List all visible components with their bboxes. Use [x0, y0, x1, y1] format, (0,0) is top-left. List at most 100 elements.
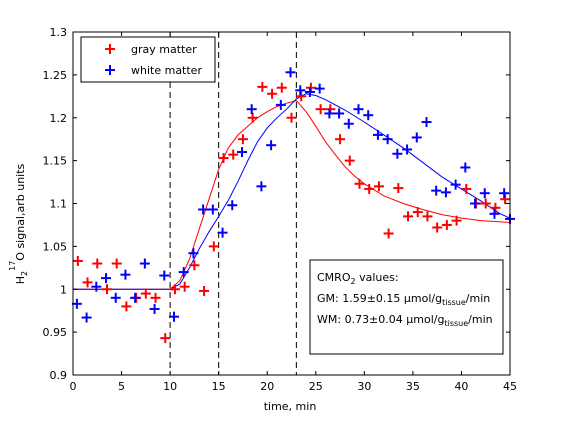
data-point-s0-10 [169, 284, 180, 295]
legend-marker-white [105, 65, 115, 75]
data-point-s0-1 [82, 277, 93, 288]
data-point-s1-23 [295, 85, 306, 96]
data-point-s0-32 [383, 228, 394, 239]
data-point-s1-38 [440, 187, 451, 198]
data-point-s1-1 [81, 312, 92, 323]
data-point-s0-13 [199, 285, 210, 296]
data-point-s1-6 [130, 292, 141, 303]
data-point-s1-21 [275, 99, 286, 110]
data-point-s1-20 [266, 140, 277, 151]
data-point-s1-10 [168, 311, 179, 322]
data-point-s1-42 [479, 188, 490, 199]
data-point-s0-17 [237, 134, 248, 145]
data-point-s1-26 [324, 108, 335, 119]
data-point-s1-15 [217, 227, 228, 238]
x-tick-label-8: 40 [454, 380, 468, 393]
x-tick-label-5: 25 [309, 380, 323, 393]
data-point-s1-11 [178, 267, 189, 278]
data-point-s0-5 [121, 301, 132, 312]
data-point-s1-19 [256, 181, 267, 192]
y-tick-label-8: 1.3 [50, 26, 68, 39]
data-point-s1-0 [71, 298, 82, 309]
data-point-s0-33 [393, 183, 404, 194]
x-tick-label-3: 15 [212, 380, 226, 393]
y-axis-label-post: O signal,arb units [14, 163, 27, 260]
data-point-s1-5 [120, 269, 131, 280]
data-point-s1-16 [227, 200, 238, 211]
y-tick-label-6: 1.2 [50, 112, 68, 125]
y-tick-label-4: 1.1 [50, 198, 68, 211]
data-point-s1-33 [392, 148, 403, 159]
legend: gray matter white matter [80, 36, 216, 83]
data-point-s0-9 [160, 333, 171, 344]
data-point-s0-2 [92, 258, 103, 269]
x-tick-label-0: 0 [70, 380, 77, 393]
data-point-s1-14 [207, 204, 218, 215]
data-point-s1-28 [343, 118, 354, 129]
data-point-s0-34 [403, 211, 414, 222]
data-point-s1-41 [470, 198, 481, 209]
data-point-s0-27 [335, 134, 346, 145]
data-point-s0-12 [189, 260, 200, 271]
y-axis-label: H217O signal,arb units [8, 163, 29, 284]
data-point-s0-42 [480, 198, 491, 209]
data-point-s1-17 [236, 147, 247, 158]
y-tick-label-3: 1.05 [43, 240, 68, 253]
y-axis-label-sup: 17 [8, 261, 17, 271]
y-tick-label-2: 1 [60, 283, 67, 296]
data-point-s0-30 [364, 183, 375, 194]
data-point-s1-37 [431, 185, 442, 196]
x-tick-label-1: 5 [118, 380, 125, 393]
data-point-s0-28 [344, 155, 355, 166]
data-point-s0-8 [150, 292, 161, 303]
data-point-s0-37 [432, 222, 443, 233]
data-point-s1-2 [91, 281, 102, 292]
annotation-title: CMRO2 values: [317, 271, 399, 286]
data-point-s1-8 [149, 303, 160, 314]
y-axis-label-sub: 2 [20, 271, 29, 276]
annotation-line-wm: WM: 0.73±0.04 µmol/gtissue/min [317, 313, 493, 328]
data-point-s0-22 [286, 112, 297, 123]
data-point-s1-3 [101, 273, 112, 284]
data-point-s1-40 [460, 162, 471, 173]
x-tick-label-6: 30 [357, 380, 371, 393]
data-point-s0-15 [218, 153, 229, 164]
data-point-s1-7 [139, 258, 150, 269]
legend-marker-gray [105, 44, 115, 54]
data-point-s0-38 [441, 219, 452, 230]
data-point-s1-9 [159, 270, 170, 281]
fit-curve-1 [73, 93, 511, 290]
x-axis-label: time, min [264, 400, 317, 413]
data-point-s0-39 [451, 215, 462, 226]
legend-label-white: white matter [131, 64, 202, 77]
data-point-s1-24 [304, 87, 315, 98]
x-tick-label-2: 10 [163, 380, 177, 393]
data-point-s1-22 [285, 67, 296, 78]
y-tick-label-1: 0.95 [43, 326, 68, 339]
legend-box [80, 36, 216, 83]
data-point-s0-29 [354, 178, 365, 189]
data-point-s1-13 [198, 204, 209, 215]
data-point-s1-25 [314, 83, 325, 94]
data-point-s1-4 [110, 292, 121, 303]
x-tick-label-7: 35 [406, 380, 420, 393]
data-point-s1-34 [402, 144, 413, 155]
data-point-s1-36 [421, 117, 432, 128]
axes: 0 5 10 15 20 25 30 35 40 45 0.9 0.95 1 1.05 1.1 1.15 1.2… [43, 26, 518, 393]
x-tick-label-4: 20 [260, 380, 274, 393]
data-point-s0-36 [422, 211, 433, 222]
y-axis-label-pre: H [14, 276, 27, 284]
data-point-s0-11 [179, 281, 190, 292]
data-point-s1-43 [489, 208, 500, 219]
data-point-s1-30 [363, 110, 374, 121]
data-point-s1-32 [382, 134, 393, 145]
data-point-s0-16 [228, 149, 239, 160]
data-point-s0-21 [276, 82, 287, 93]
y-tick-label-7: 1.25 [43, 69, 68, 82]
x-tick-label-9: 45 [503, 380, 517, 393]
data-point-s0-40 [461, 183, 472, 194]
data-point-s0-4 [111, 258, 122, 269]
data-point-s1-18 [246, 104, 257, 115]
